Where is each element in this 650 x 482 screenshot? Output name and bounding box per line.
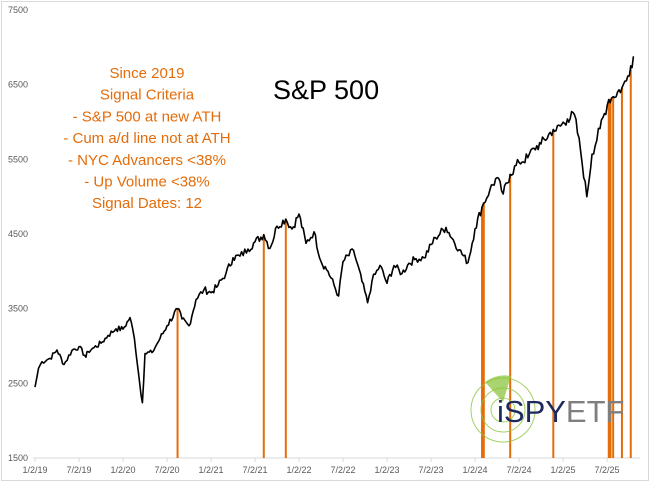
x-tick-label: 1/2/19	[22, 465, 47, 475]
annotation-line: Since 2019	[109, 65, 184, 82]
x-tick-label: 1/2/22	[286, 465, 311, 475]
annotation-line: Signal Dates: 12	[92, 195, 202, 212]
sp500-price-line	[34, 56, 635, 404]
x-tick-label: 7/2/25	[594, 465, 619, 475]
annotation-line: - Cum a/d line not at ATH	[63, 130, 230, 147]
radar-ring-inner	[490, 397, 516, 423]
annotation-line: - S&P 500 at new ATH	[73, 108, 222, 125]
x-tick-label: 7/2/20	[154, 465, 179, 475]
ispyetf-logo: iSPYETF	[470, 375, 624, 443]
x-tick-label: 1/2/21	[198, 465, 223, 475]
logo-text: iSPYETF	[497, 394, 624, 429]
y-tick-label: 3500	[8, 304, 28, 314]
radar-ring-outer	[470, 377, 536, 443]
annotation-line: - Up Volume <38%	[84, 174, 210, 191]
x-tick-label: 7/2/23	[418, 465, 443, 475]
x-tick-label: 1/2/24	[462, 465, 487, 475]
y-tick-label: 4500	[8, 229, 28, 239]
radar-ring-mid	[480, 387, 526, 433]
x-tick-label: 7/2/21	[242, 465, 267, 475]
annotation-line: Signal Criteria	[100, 87, 195, 104]
annotation-line: - NYC Advancers <38%	[68, 152, 226, 169]
chart-title: S&P 500	[273, 75, 379, 105]
x-tick-label: 7/2/19	[66, 465, 91, 475]
y-tick-label: 1500	[8, 453, 28, 463]
x-tick-label: 1/2/23	[374, 465, 399, 475]
y-tick-label: 2500	[8, 378, 28, 388]
y-tick-label: 7500	[8, 5, 28, 15]
x-tick-label: 1/2/25	[550, 465, 575, 475]
x-tick-label: 7/2/24	[506, 465, 531, 475]
y-tick-label: 6500	[8, 80, 28, 90]
x-tick-label: 1/2/20	[110, 465, 135, 475]
signal-criteria-annotation: Since 2019 Signal Criteria - S&P 500 at ne…	[63, 65, 230, 212]
y-tick-label: 5500	[8, 154, 28, 164]
x-tick-label: 7/2/22	[330, 465, 355, 475]
